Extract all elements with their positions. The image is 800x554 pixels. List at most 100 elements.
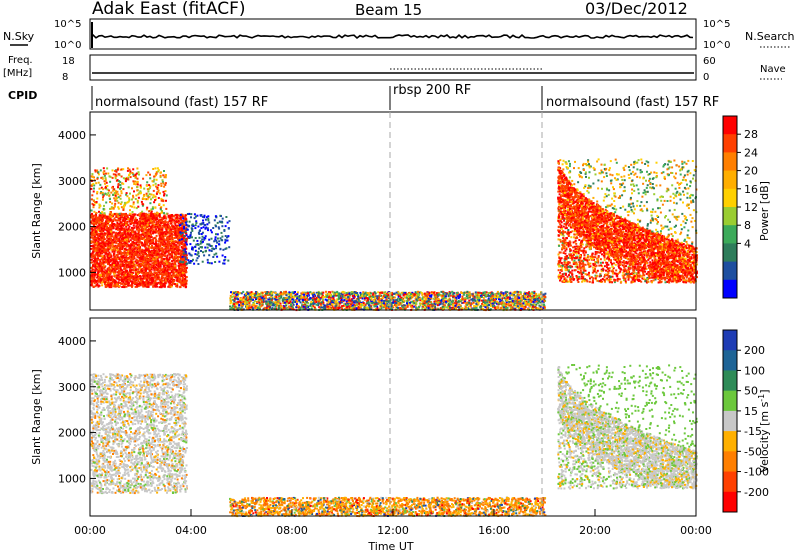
range-gate-cell xyxy=(221,235,224,238)
range-gate-cell xyxy=(90,254,93,257)
range-gate-cell xyxy=(104,228,107,231)
range-gate-cell xyxy=(136,253,139,256)
range-gate-cell xyxy=(123,252,126,255)
range-gate-cell xyxy=(157,246,160,249)
range-gate-cell xyxy=(128,255,131,258)
range-gate-cell xyxy=(151,207,154,210)
range-gate-cell xyxy=(101,273,104,276)
range-gate-cell xyxy=(140,236,143,239)
range-gate-cell xyxy=(128,214,131,216)
range-gate-cell xyxy=(180,238,183,241)
range-gate-cell xyxy=(161,262,164,265)
range-gate-cell xyxy=(482,305,485,307)
range-gate-cell xyxy=(91,214,94,217)
range-gate-cell xyxy=(149,268,152,271)
range-gate-cell xyxy=(104,261,107,264)
range-gate-cell xyxy=(177,214,180,217)
range-gate-cell xyxy=(125,214,128,217)
range-gate-cell xyxy=(125,222,128,225)
range-gate-cell xyxy=(166,225,169,228)
range-gate-cell xyxy=(152,229,155,232)
range-gate-cell xyxy=(178,259,180,262)
range-gate-cell xyxy=(201,260,204,263)
range-gate-cell xyxy=(148,250,151,253)
range-gate-cell xyxy=(148,195,151,198)
range-gate-cell xyxy=(169,231,172,234)
range-gate-cell xyxy=(97,285,100,288)
range-gate-cell xyxy=(178,255,181,258)
range-gate-cell xyxy=(90,233,92,235)
range-gate-cell xyxy=(179,263,182,266)
range-gate-cell xyxy=(342,290,344,293)
range-gate-cell xyxy=(164,242,167,245)
range-gate-cell xyxy=(184,230,187,233)
range-gate-cell xyxy=(131,205,134,208)
range-gate-cell xyxy=(109,268,112,271)
range-gate-cell xyxy=(163,234,166,237)
range-gate-cell xyxy=(97,181,100,184)
range-gate-cell xyxy=(154,246,157,249)
range-gate-cell xyxy=(476,297,479,300)
range-gate-cell xyxy=(137,239,140,242)
range-gate-cell xyxy=(201,231,204,234)
range-gate-cell xyxy=(198,230,201,232)
range-gate-cell xyxy=(102,276,105,279)
range-gate-cell xyxy=(131,285,133,288)
range-gate-cell xyxy=(177,228,180,230)
range-gate-cell xyxy=(110,279,112,282)
range-gate-cell xyxy=(167,285,170,288)
range-gate-cell xyxy=(122,206,125,209)
range-gate-cell xyxy=(98,226,101,229)
range-gate-cell xyxy=(108,216,111,219)
range-gate-cell xyxy=(181,258,184,261)
range-gate-cell xyxy=(122,219,125,222)
range-gate-cell xyxy=(162,231,165,234)
range-gate-cell xyxy=(134,271,137,274)
range-gate-cell xyxy=(94,244,97,247)
range-gate-cell xyxy=(155,171,158,173)
range-gate-cell xyxy=(145,269,147,272)
range-gate-cell xyxy=(169,272,172,275)
range-gate-cell xyxy=(215,233,217,236)
range-gate-cell xyxy=(132,227,135,230)
range-gate-cell xyxy=(119,245,122,248)
range-gate-cell xyxy=(136,180,139,183)
range-gate-cell xyxy=(151,220,154,223)
range-gate-cell xyxy=(98,214,101,217)
range-gate-cell xyxy=(117,217,120,220)
range-gate-cell xyxy=(104,233,107,236)
range-gate-cell xyxy=(107,230,109,233)
range-gate-cell xyxy=(205,216,208,219)
range-gate-cell xyxy=(329,291,331,294)
range-gate-cell xyxy=(115,238,118,241)
range-gate-cell xyxy=(111,186,114,189)
range-gate-cell xyxy=(171,214,173,216)
range-gate-cell xyxy=(158,247,161,250)
range-gate-cell xyxy=(93,217,96,220)
range-gate-cell xyxy=(102,173,105,176)
range-gate-cell xyxy=(120,206,123,209)
range-gate-cell xyxy=(168,253,171,256)
range-gate-cell xyxy=(178,278,180,281)
range-gate-cell xyxy=(175,273,178,276)
range-gate-cell xyxy=(182,222,185,225)
range-gate-cell xyxy=(126,238,128,241)
range-gate-cell xyxy=(142,197,145,200)
range-gate-cell xyxy=(184,214,187,217)
range-gate-cell xyxy=(201,235,204,238)
range-gate-cell xyxy=(197,225,200,228)
range-gate-cell xyxy=(175,244,178,247)
range-gate-cell xyxy=(131,237,134,240)
range-gate-cell xyxy=(106,223,109,226)
range-gate-cell xyxy=(215,245,218,248)
range-gate-cell xyxy=(122,276,125,279)
range-gate-cell xyxy=(126,273,129,275)
range-gate-cell xyxy=(108,285,111,288)
range-gate-cell xyxy=(95,259,98,262)
range-gate-cell xyxy=(206,246,209,249)
range-gate-cell xyxy=(153,243,156,245)
range-gate-cell xyxy=(101,251,104,254)
range-gate-cell xyxy=(191,223,194,226)
range-gate-cell xyxy=(141,204,144,207)
range-gate-cell xyxy=(93,210,96,213)
